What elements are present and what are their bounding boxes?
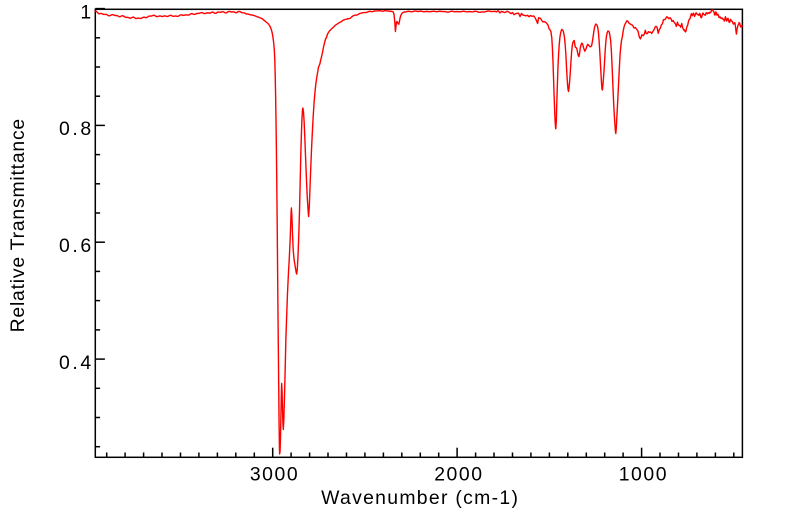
svg-text:2000: 2000 bbox=[434, 464, 483, 486]
svg-text:0.4: 0.4 bbox=[59, 352, 94, 374]
svg-text:Relative Transmittance: Relative Transmittance bbox=[7, 118, 29, 332]
svg-text:0.6: 0.6 bbox=[59, 235, 94, 257]
svg-text:1: 1 bbox=[80, 1, 93, 23]
svg-text:3000: 3000 bbox=[250, 464, 299, 486]
svg-text:Wavenumber (cm-1): Wavenumber (cm-1) bbox=[321, 487, 519, 509]
svg-text:1000: 1000 bbox=[619, 464, 668, 486]
svg-text:0.8: 0.8 bbox=[59, 118, 94, 140]
